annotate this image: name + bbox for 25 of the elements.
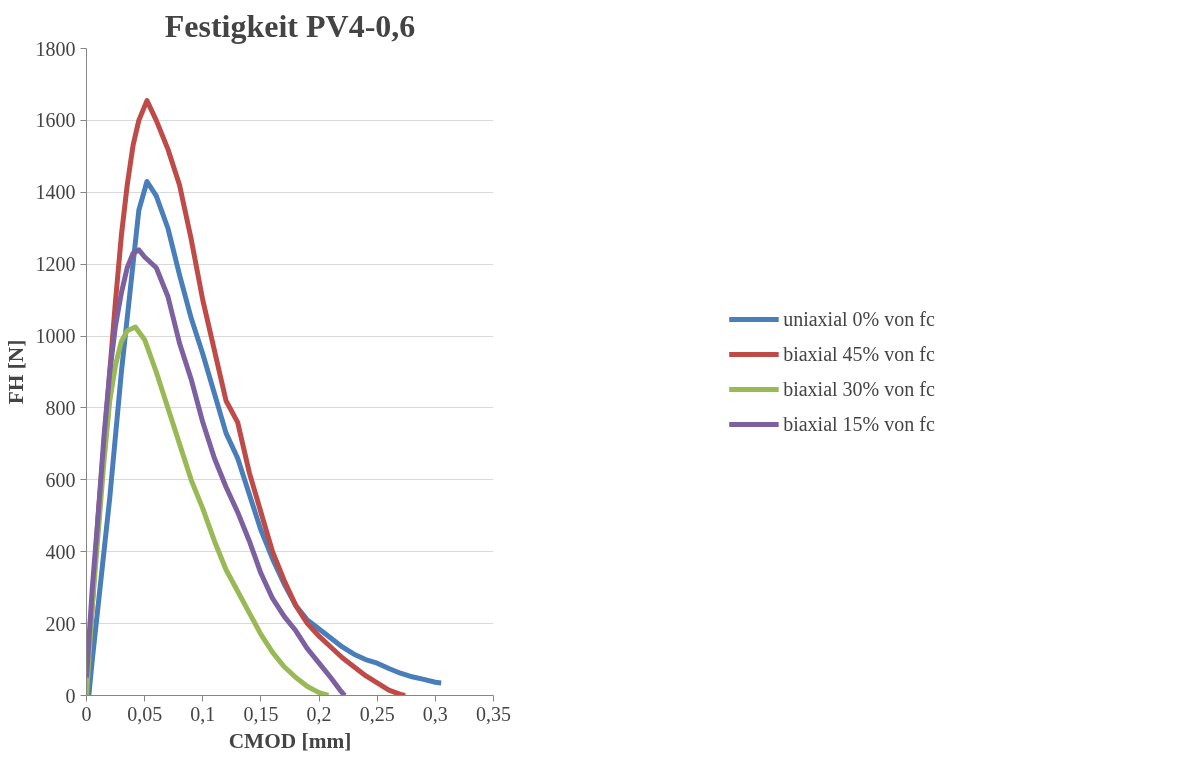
legend-label: biaxial 15% von fc — [783, 412, 935, 436]
legend-label: uniaxial 0% von fc — [783, 307, 935, 331]
y-tick-label: 800 — [45, 396, 76, 419]
y-tick-label: 1800 — [35, 37, 76, 60]
x-tick-label: 0,25 — [359, 702, 395, 725]
y-tick-label: 400 — [45, 540, 76, 563]
x-axis-title: CMOD [mm] — [228, 728, 352, 753]
y-tick-label: 1200 — [35, 253, 76, 276]
y-tick-label: 600 — [45, 468, 76, 491]
x-tick-label: 0 — [81, 702, 92, 725]
x-tick-label: 0,35 — [476, 702, 511, 725]
x-tick-label: 0,15 — [243, 702, 279, 725]
chart-title: Festigkeit PV4-0,6 — [164, 7, 416, 44]
y-tick-label: 1000 — [35, 325, 76, 348]
x-tick-label: 0,3 — [422, 702, 448, 725]
y-axis-title: FH [N] — [3, 339, 28, 405]
legend-label: biaxial 45% von fc — [783, 342, 935, 366]
x-tick-label: 0,05 — [127, 702, 163, 725]
legend-label: biaxial 30% von fc — [783, 377, 935, 401]
x-tick-label: 0,2 — [306, 702, 332, 725]
x-tick-label: 0,1 — [190, 702, 216, 725]
y-tick-label: 1400 — [35, 181, 76, 204]
y-tick-label: 1600 — [35, 109, 76, 132]
y-tick-label: 200 — [45, 612, 76, 635]
y-tick-label: 0 — [65, 684, 76, 707]
